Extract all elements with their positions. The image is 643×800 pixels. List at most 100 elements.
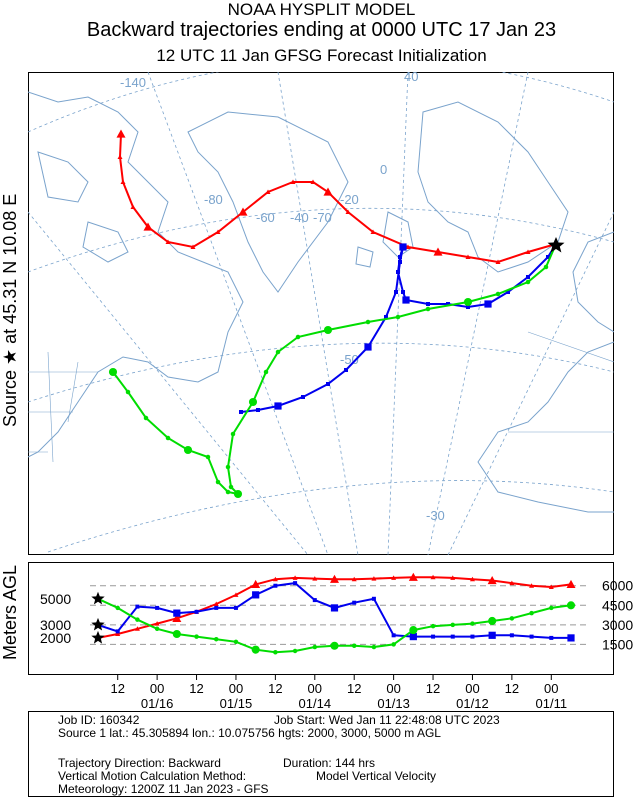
profile-point [293, 581, 298, 586]
map-track-point [525, 249, 531, 254]
profile-point [233, 592, 239, 597]
map-track-point [215, 229, 221, 234]
source-location-text: Source ★ at 45.31 N 10.08 E [0, 193, 20, 427]
x-tick-date: 01/12 [456, 696, 489, 711]
map-track-circle [108, 243, 557, 499]
graticule-label: -140 [120, 75, 146, 90]
map-track-point [323, 187, 333, 196]
map-track-point [370, 229, 376, 234]
profile-point [549, 635, 554, 640]
map-track-point [495, 259, 501, 264]
start-height-label: 2000 [40, 630, 71, 646]
map-track-point [263, 369, 269, 375]
x-tick-hour: 00 [465, 681, 479, 696]
map-track-point [425, 306, 431, 312]
map-track-point [190, 244, 196, 249]
map-track-point [265, 189, 271, 194]
start-star [91, 617, 105, 631]
profile-point [409, 633, 417, 641]
vertical-method: Vertical Motion Calculation Method: [58, 769, 247, 783]
map-track-point [215, 479, 221, 485]
profile-point [509, 616, 515, 621]
x-tick-date: 01/14 [299, 696, 332, 711]
profile-point [371, 644, 377, 650]
coastlines [28, 91, 614, 513]
profile-point [549, 605, 554, 611]
profile-point [352, 600, 357, 605]
profile-series-triangle [91, 572, 576, 644]
start-height-label: 5000 [40, 591, 71, 607]
y-tick-label: 4500 [602, 597, 633, 613]
map-track-point [365, 319, 371, 325]
duration: Duration: 144 hrs [283, 756, 376, 770]
map-track-point [525, 279, 531, 285]
x-tick-hour: 00 [386, 681, 400, 696]
map-track-point [295, 334, 301, 340]
profile-point [115, 605, 120, 611]
title-line-2: Backward trajectories ending at 0000 UTC… [86, 19, 557, 41]
profile-point [430, 623, 436, 629]
map-track-point [230, 431, 236, 437]
x-tick-hour: 12 [426, 681, 440, 696]
profile-point [470, 634, 475, 639]
title-line-3: 12 UTC 11 Jan GFSG Forecast Initializati… [156, 46, 487, 65]
profile-point [252, 591, 260, 599]
profile-point [213, 601, 219, 606]
profile-point [391, 633, 396, 638]
map-track-point [183, 445, 193, 455]
graticule-labels: -140 40 0 -20 -40 -60 -70 -50 -30 -80 [120, 72, 445, 523]
profile-series-circle [91, 591, 576, 655]
map-track-point [466, 305, 470, 309]
map-track-point [384, 315, 388, 319]
map-track-point [323, 325, 333, 335]
x-tick-hour: 00 [544, 681, 558, 696]
profile-point [273, 650, 278, 655]
map-track-point [426, 302, 430, 306]
map-track-point [275, 349, 281, 355]
title-line-1: NOAA HYSPLIT MODEL [227, 0, 416, 19]
profile-point [488, 616, 497, 626]
map-track-point [543, 264, 549, 270]
profile-point [351, 576, 357, 582]
profile-point [450, 634, 455, 639]
x-tick-date: 01/11 [536, 696, 568, 711]
profile-point [330, 574, 339, 583]
map-track-point [398, 260, 402, 264]
map-trajectories [108, 129, 557, 499]
map-track-point [165, 435, 171, 441]
map-track-point [125, 389, 131, 395]
vertical-method-value: Model Vertical Velocity [316, 769, 437, 783]
graticule [28, 72, 614, 555]
map-track-point [120, 179, 126, 184]
profile-point [154, 621, 160, 626]
profile-point [409, 626, 418, 635]
map-track-point [256, 408, 260, 412]
profile-point [214, 636, 219, 642]
profile-point [371, 596, 376, 601]
map-track-point [225, 464, 231, 470]
map-track-point [402, 296, 410, 304]
map-track-point [345, 209, 351, 214]
profile-point [330, 604, 339, 612]
profile-point [134, 626, 140, 631]
map-track-point [143, 415, 149, 421]
profile-point [233, 605, 238, 610]
map-track-point [310, 179, 316, 184]
source-star [547, 237, 565, 253]
profile-point [273, 583, 278, 588]
map-track-point [526, 275, 530, 279]
x-tick-date: 01/13 [377, 696, 410, 711]
profile-point [292, 648, 298, 654]
graticule-label: -40 [290, 210, 309, 225]
map-track-triangle [116, 129, 557, 264]
source-info: Source 1 lat.: 45.305894 lon.: 10.075756… [58, 726, 441, 740]
map-track-point [344, 368, 348, 372]
profile-point [351, 643, 357, 648]
map-track-point [228, 484, 234, 490]
profile-point [251, 579, 261, 589]
state-borders [28, 331, 614, 463]
profile-point [371, 576, 377, 581]
start-height-label: 3000 [40, 617, 71, 633]
profile-point [233, 639, 239, 645]
x-tick-hour: 00 [229, 681, 243, 696]
